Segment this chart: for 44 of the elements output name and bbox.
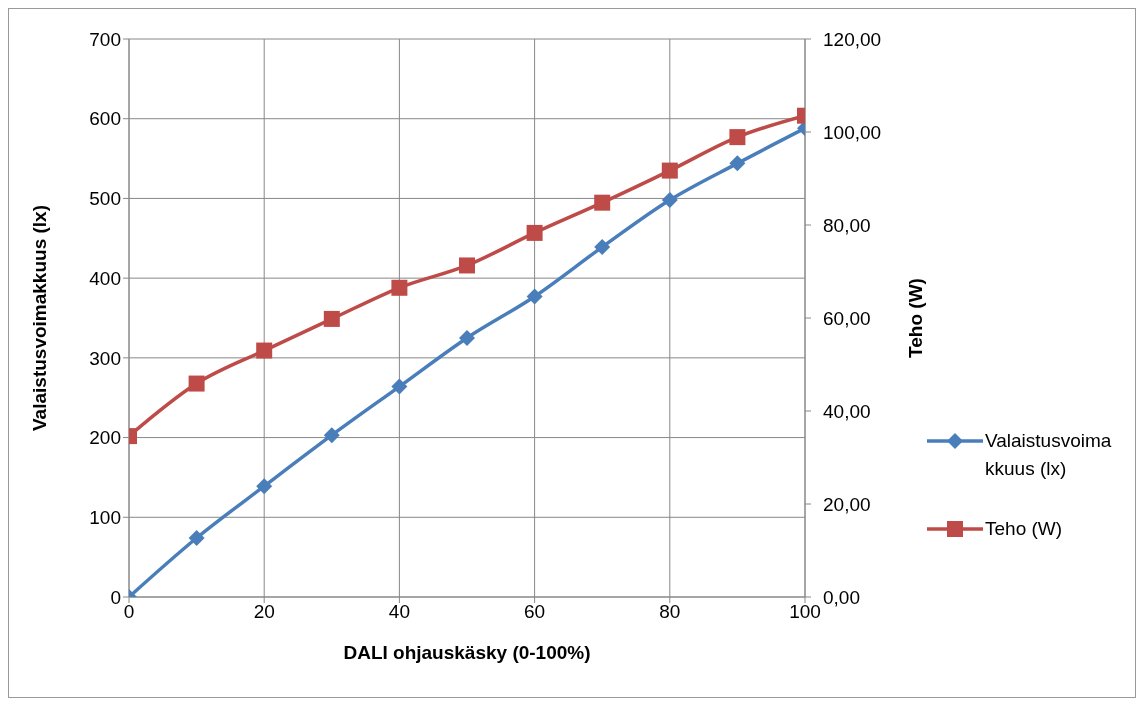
point bbox=[526, 288, 543, 305]
point bbox=[594, 239, 611, 256]
y2-tick-label: 60,00 bbox=[823, 307, 871, 329]
legend-label: Teho (W) bbox=[985, 517, 1064, 541]
x-axis-title: DALI ohjauskäsky (0-100%) bbox=[343, 642, 591, 663]
point bbox=[661, 192, 678, 209]
point bbox=[256, 478, 273, 495]
x-tick-label: 40 bbox=[388, 601, 410, 623]
point bbox=[594, 194, 611, 211]
point bbox=[729, 155, 746, 172]
point bbox=[459, 329, 475, 346]
point bbox=[256, 342, 273, 359]
y2-tick-label: 40,00 bbox=[823, 400, 871, 422]
y-tick-label: 300 bbox=[89, 347, 121, 369]
y-tick-label: 500 bbox=[89, 188, 121, 210]
x-tick-label: 80 bbox=[659, 601, 681, 623]
legend-label: Valaistusvoimakkuus (lx) bbox=[985, 429, 1113, 481]
y-tick-label: 600 bbox=[89, 108, 121, 130]
y2-tick-label: 0,00 bbox=[823, 586, 860, 608]
y2-tick-label: 120,00 bbox=[823, 28, 882, 50]
y2-tick-label: 100,00 bbox=[823, 121, 882, 143]
point bbox=[526, 224, 543, 241]
y-tick-label: 100 bbox=[89, 507, 121, 529]
y-tick-label: 700 bbox=[89, 28, 121, 50]
x-tick-label: 60 bbox=[524, 601, 546, 623]
y-tick-label: 400 bbox=[89, 267, 121, 289]
y2-axis-title: Teho (W) bbox=[904, 278, 926, 358]
point bbox=[459, 257, 475, 274]
point bbox=[188, 375, 205, 392]
y2-tick-label: 20,00 bbox=[823, 493, 871, 515]
y2-tick-label: 80,00 bbox=[823, 214, 871, 236]
point bbox=[661, 162, 678, 179]
point bbox=[391, 378, 408, 395]
x-tick-label: 0 bbox=[123, 601, 135, 623]
point bbox=[391, 279, 408, 296]
x-tick-label: 20 bbox=[253, 601, 275, 623]
x-tick-label: 100 bbox=[789, 601, 821, 623]
y-tick-label: 200 bbox=[89, 427, 121, 449]
y-tick-label: 0 bbox=[110, 586, 121, 608]
y-axis-title: Valaistusvoimakkuus (lx) bbox=[28, 205, 50, 431]
point bbox=[729, 129, 746, 146]
point bbox=[323, 310, 340, 327]
point bbox=[323, 427, 340, 444]
point bbox=[188, 530, 205, 547]
